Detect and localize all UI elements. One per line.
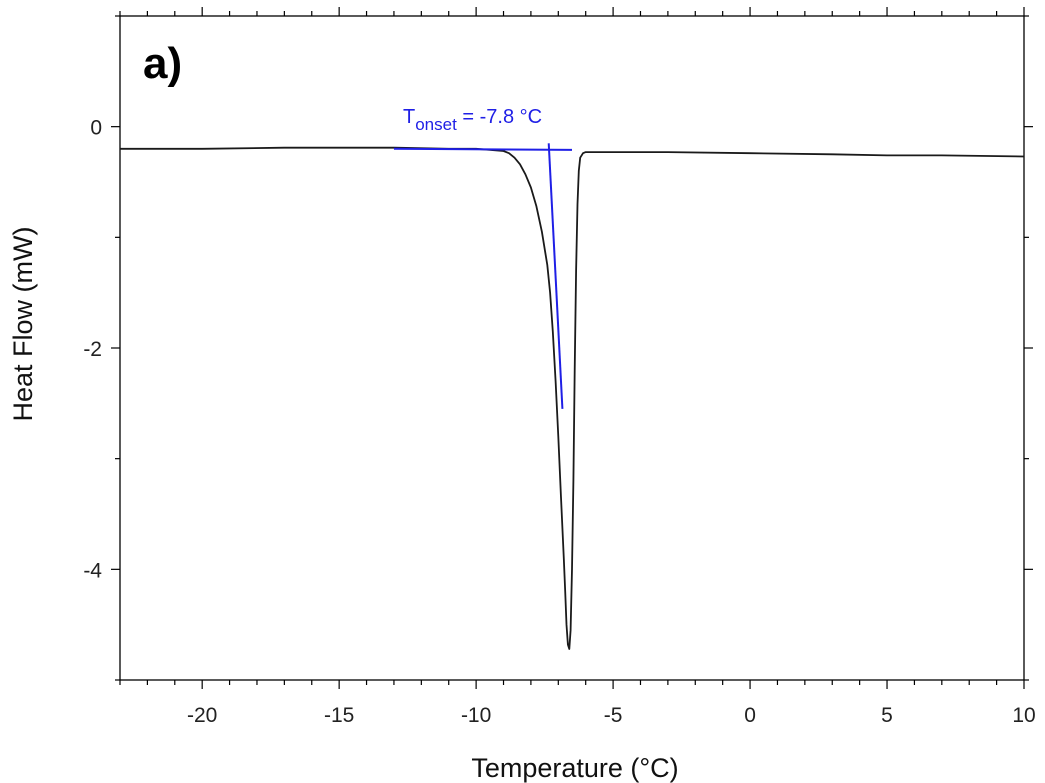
- onset-annotation-subscript: onset: [415, 115, 457, 134]
- x-tick-label: 0: [744, 704, 756, 727]
- heat-flow-curve: [120, 146, 1025, 650]
- x-tick-label: -20: [187, 704, 217, 727]
- x-tick-label: -10: [461, 704, 491, 727]
- x-axis-title: Temperature (°C): [471, 753, 678, 783]
- panel-label: a): [143, 39, 182, 88]
- axis-ticks: [111, 7, 1033, 689]
- y-axis-title: Heat Flow (mW): [8, 227, 38, 422]
- axis-tick-labels: -20 -15 -10 -5 0 5 10-4-20: [83, 117, 1035, 727]
- x-tick-label: 5: [881, 704, 893, 727]
- x-tick-label: -15: [324, 704, 354, 727]
- onset-baseline-tangent: [393, 147, 573, 151]
- y-tick-label: 0: [90, 117, 102, 140]
- x-tick-label: 10: [1012, 704, 1035, 727]
- x-tick-label: -5: [604, 704, 623, 727]
- y-tick-label: -4: [83, 559, 102, 582]
- onset-annotation-symbol: T: [403, 106, 415, 128]
- onset-slope-tangent: [547, 143, 564, 409]
- onset-annotation: Tonset = -7.8 °C: [403, 106, 542, 134]
- y-tick-label: -2: [83, 338, 102, 361]
- onset-annotation-value: = -7.8 °C: [457, 106, 542, 128]
